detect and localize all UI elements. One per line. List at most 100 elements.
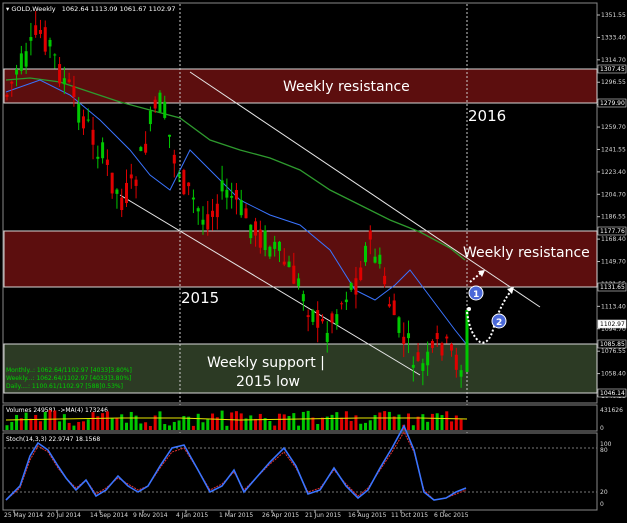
candle-body xyxy=(215,203,219,218)
volume-bar xyxy=(177,420,181,430)
volume-bar xyxy=(10,421,14,430)
pivot-monthly: Monthly..: 1062.64/1102.97 [4033]3.80%] xyxy=(6,367,132,374)
volume-bar xyxy=(268,421,272,430)
date-tick-label: 11 Oct 2015 xyxy=(391,512,428,519)
volume-bar xyxy=(411,425,415,430)
candle-body xyxy=(211,210,215,217)
candle-body xyxy=(416,352,420,361)
candle-body xyxy=(397,317,401,333)
volume-bar xyxy=(368,420,372,430)
date-tick-label: 1 Mar 2015 xyxy=(219,512,253,519)
arrowhead-icon xyxy=(507,287,514,294)
volume-bar xyxy=(101,413,105,430)
candle-body xyxy=(392,300,396,316)
candle-body xyxy=(172,154,176,164)
current-dot-icon xyxy=(467,307,471,311)
candle-body xyxy=(134,179,138,186)
volume-tick-max: 431626 xyxy=(600,407,623,414)
volume-bar xyxy=(258,413,262,430)
volume-bar xyxy=(225,425,229,430)
chart-title: ▾ GOLD,Weekly 1062.64 1113.09 1061.67 11… xyxy=(6,5,175,13)
volume-bar xyxy=(392,416,396,430)
candle-body xyxy=(254,221,258,236)
candle-body xyxy=(86,119,90,121)
volume-bar xyxy=(67,422,71,430)
price-tick-label: 1351.55 xyxy=(601,12,626,19)
dropdown-icon[interactable]: ▾ xyxy=(6,5,11,13)
volume-bar xyxy=(234,411,238,430)
price-tag-box xyxy=(597,64,627,74)
candle-body xyxy=(67,79,71,83)
price-tick-label: 1149.70 xyxy=(601,259,626,266)
price-tag-current: 1102.97 xyxy=(600,321,625,328)
candle-body xyxy=(387,304,391,307)
volume-bar xyxy=(48,410,52,430)
stoch-panel[interactable] xyxy=(2,432,598,511)
candle-body xyxy=(62,78,66,85)
volume-bar xyxy=(110,418,114,430)
volume-bar xyxy=(15,414,19,430)
volume-bar xyxy=(450,421,454,430)
ma-fast-line xyxy=(5,79,468,346)
volume-bar xyxy=(387,411,391,430)
volume-bar xyxy=(206,419,210,430)
arrowhead-icon xyxy=(478,270,485,277)
price-tag-support-low: 1046.14 xyxy=(600,390,625,397)
volume-bar xyxy=(297,425,301,430)
price-tick-label: 1204.70 xyxy=(601,191,626,198)
candle-body xyxy=(225,189,229,198)
volume-bar xyxy=(349,421,353,430)
support-zone xyxy=(3,343,598,394)
price-tick-label: 1223.40 xyxy=(601,169,626,176)
candle-body xyxy=(120,197,124,211)
price-tags: 1307.45 1279.90 1177.76 1131.65 1102.97 1085.… xyxy=(597,64,627,398)
candle-body xyxy=(144,143,148,153)
candle-body xyxy=(96,156,100,159)
candle-body xyxy=(273,241,277,249)
date-tick-label: 26 Apr 2015 xyxy=(262,512,299,519)
candle-body xyxy=(105,159,109,165)
candles xyxy=(5,10,469,388)
candle-body xyxy=(43,27,47,52)
candle-body xyxy=(177,174,181,177)
mid-resistance-zone xyxy=(3,230,598,288)
volume-bar xyxy=(445,411,449,430)
volume-bar xyxy=(340,417,344,430)
candle-body xyxy=(277,241,281,251)
candle-body xyxy=(426,351,430,366)
price-tick-label: 1333.40 xyxy=(601,34,626,41)
candle-body xyxy=(306,315,310,318)
volume-bar xyxy=(53,410,57,430)
candle-body xyxy=(364,245,367,263)
candle-body xyxy=(440,343,444,356)
candle-body xyxy=(282,261,286,265)
price-panel[interactable] xyxy=(2,2,598,404)
volume-bar xyxy=(105,411,109,430)
volume-tick-zero: 0 xyxy=(600,425,604,432)
volume-bar xyxy=(459,419,463,430)
price-tag-mid-resistance-low: 1131.65 xyxy=(600,284,625,291)
volume-bar xyxy=(273,425,277,430)
candle-body xyxy=(182,170,186,195)
stoch-tick-0: 0 xyxy=(600,501,604,508)
candle-body xyxy=(81,116,85,129)
volume-bar xyxy=(182,415,186,430)
candle-body xyxy=(368,230,372,240)
candle-body xyxy=(407,333,411,339)
volume-bar xyxy=(344,411,348,430)
candle-body xyxy=(435,333,439,340)
date-axis[interactable]: 25 May 2014 20 Jul 2014 14 Sep 2014 9 Nov 2… xyxy=(4,510,469,519)
candle-body xyxy=(320,318,324,322)
date-tick-label: 25 May 2014 xyxy=(4,512,43,519)
volume-bar xyxy=(301,411,305,430)
candle-body xyxy=(411,364,415,368)
volume-bar xyxy=(244,418,248,430)
volume-bar xyxy=(407,413,411,430)
candle-body xyxy=(19,53,23,71)
volume-bar xyxy=(215,417,219,430)
candle-body xyxy=(115,189,119,194)
volume-bar xyxy=(201,422,205,430)
volume-bar xyxy=(287,416,291,430)
